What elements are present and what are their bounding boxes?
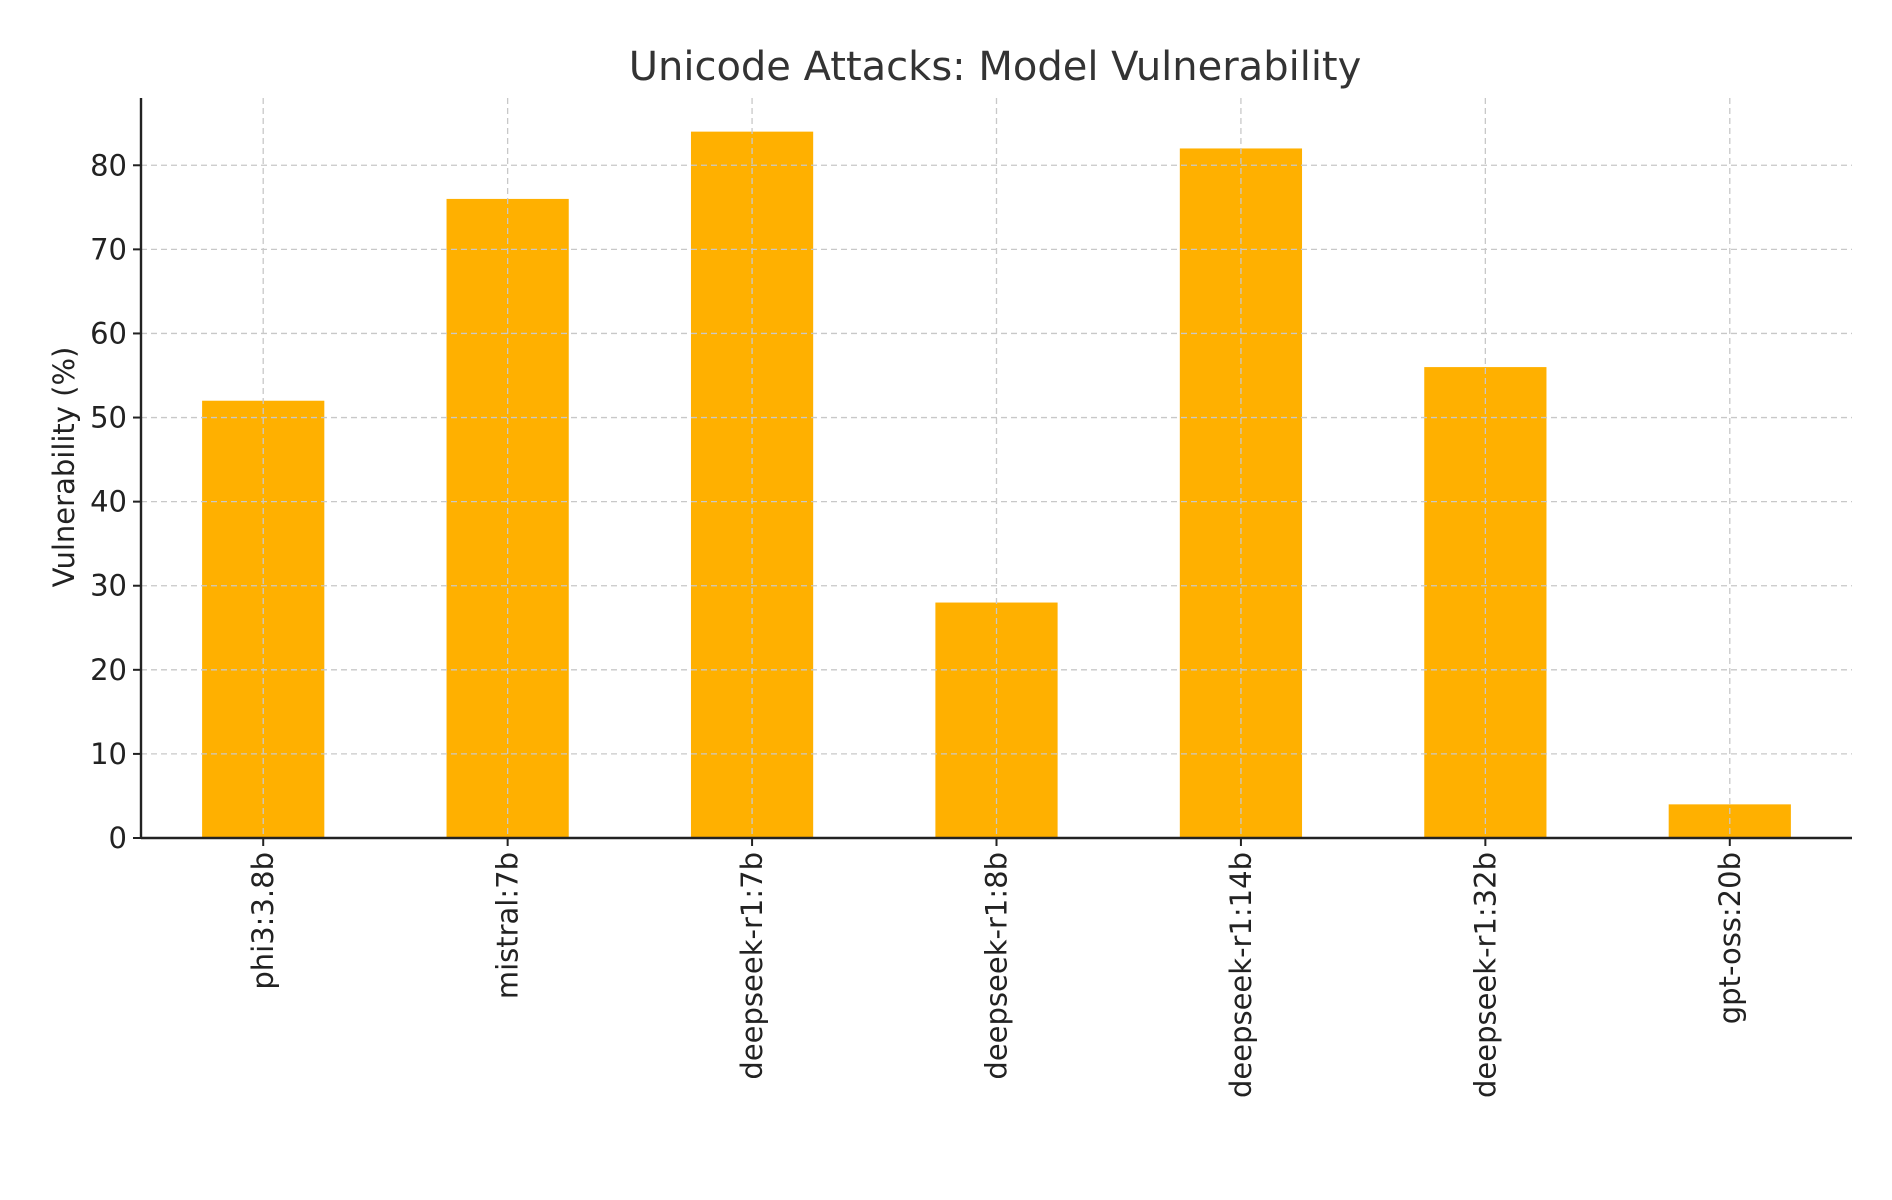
chart-title: Unicode Attacks: Model Vulnerability [629, 44, 1362, 90]
x-tick-labels: phi3:3.8b mistral:7b deepseek-r1:7b deepsee… [246, 838, 1747, 1098]
x-tick-label-gpt-oss-20b: gpt-oss:20b [1713, 852, 1747, 1024]
x-tick-label-phi3-3-8b: phi3:3.8b [246, 852, 280, 990]
y-tick-label-40: 40 [90, 485, 127, 519]
grid-lines [141, 98, 1852, 838]
x-tick-label-deepseek-r1-32b: deepseek-r1:32b [1468, 852, 1502, 1098]
x-tick-label-mistral-7b: mistral:7b [491, 852, 525, 999]
y-tick-label-0: 0 [109, 821, 127, 855]
y-axis-label: Vulnerability (%) [47, 347, 81, 588]
y-tick-label-20: 20 [90, 653, 127, 687]
y-tick-label-70: 70 [90, 232, 127, 266]
y-tick-label-60: 60 [90, 316, 127, 350]
x-tick-label-deepseek-r1-7b: deepseek-r1:7b [735, 852, 769, 1080]
x-tick-label-deepseek-r1-14b: deepseek-r1:14b [1224, 852, 1258, 1098]
y-tick-label-80: 80 [90, 148, 127, 182]
x-tick-label-deepseek-r1-8b: deepseek-r1:8b [980, 852, 1014, 1080]
y-tick-label-30: 30 [90, 569, 127, 603]
y-tick-label-50: 50 [90, 401, 127, 435]
y-tick-labels: 0 10 20 30 40 50 60 70 80 [90, 148, 141, 855]
y-tick-label-10: 10 [90, 737, 127, 771]
